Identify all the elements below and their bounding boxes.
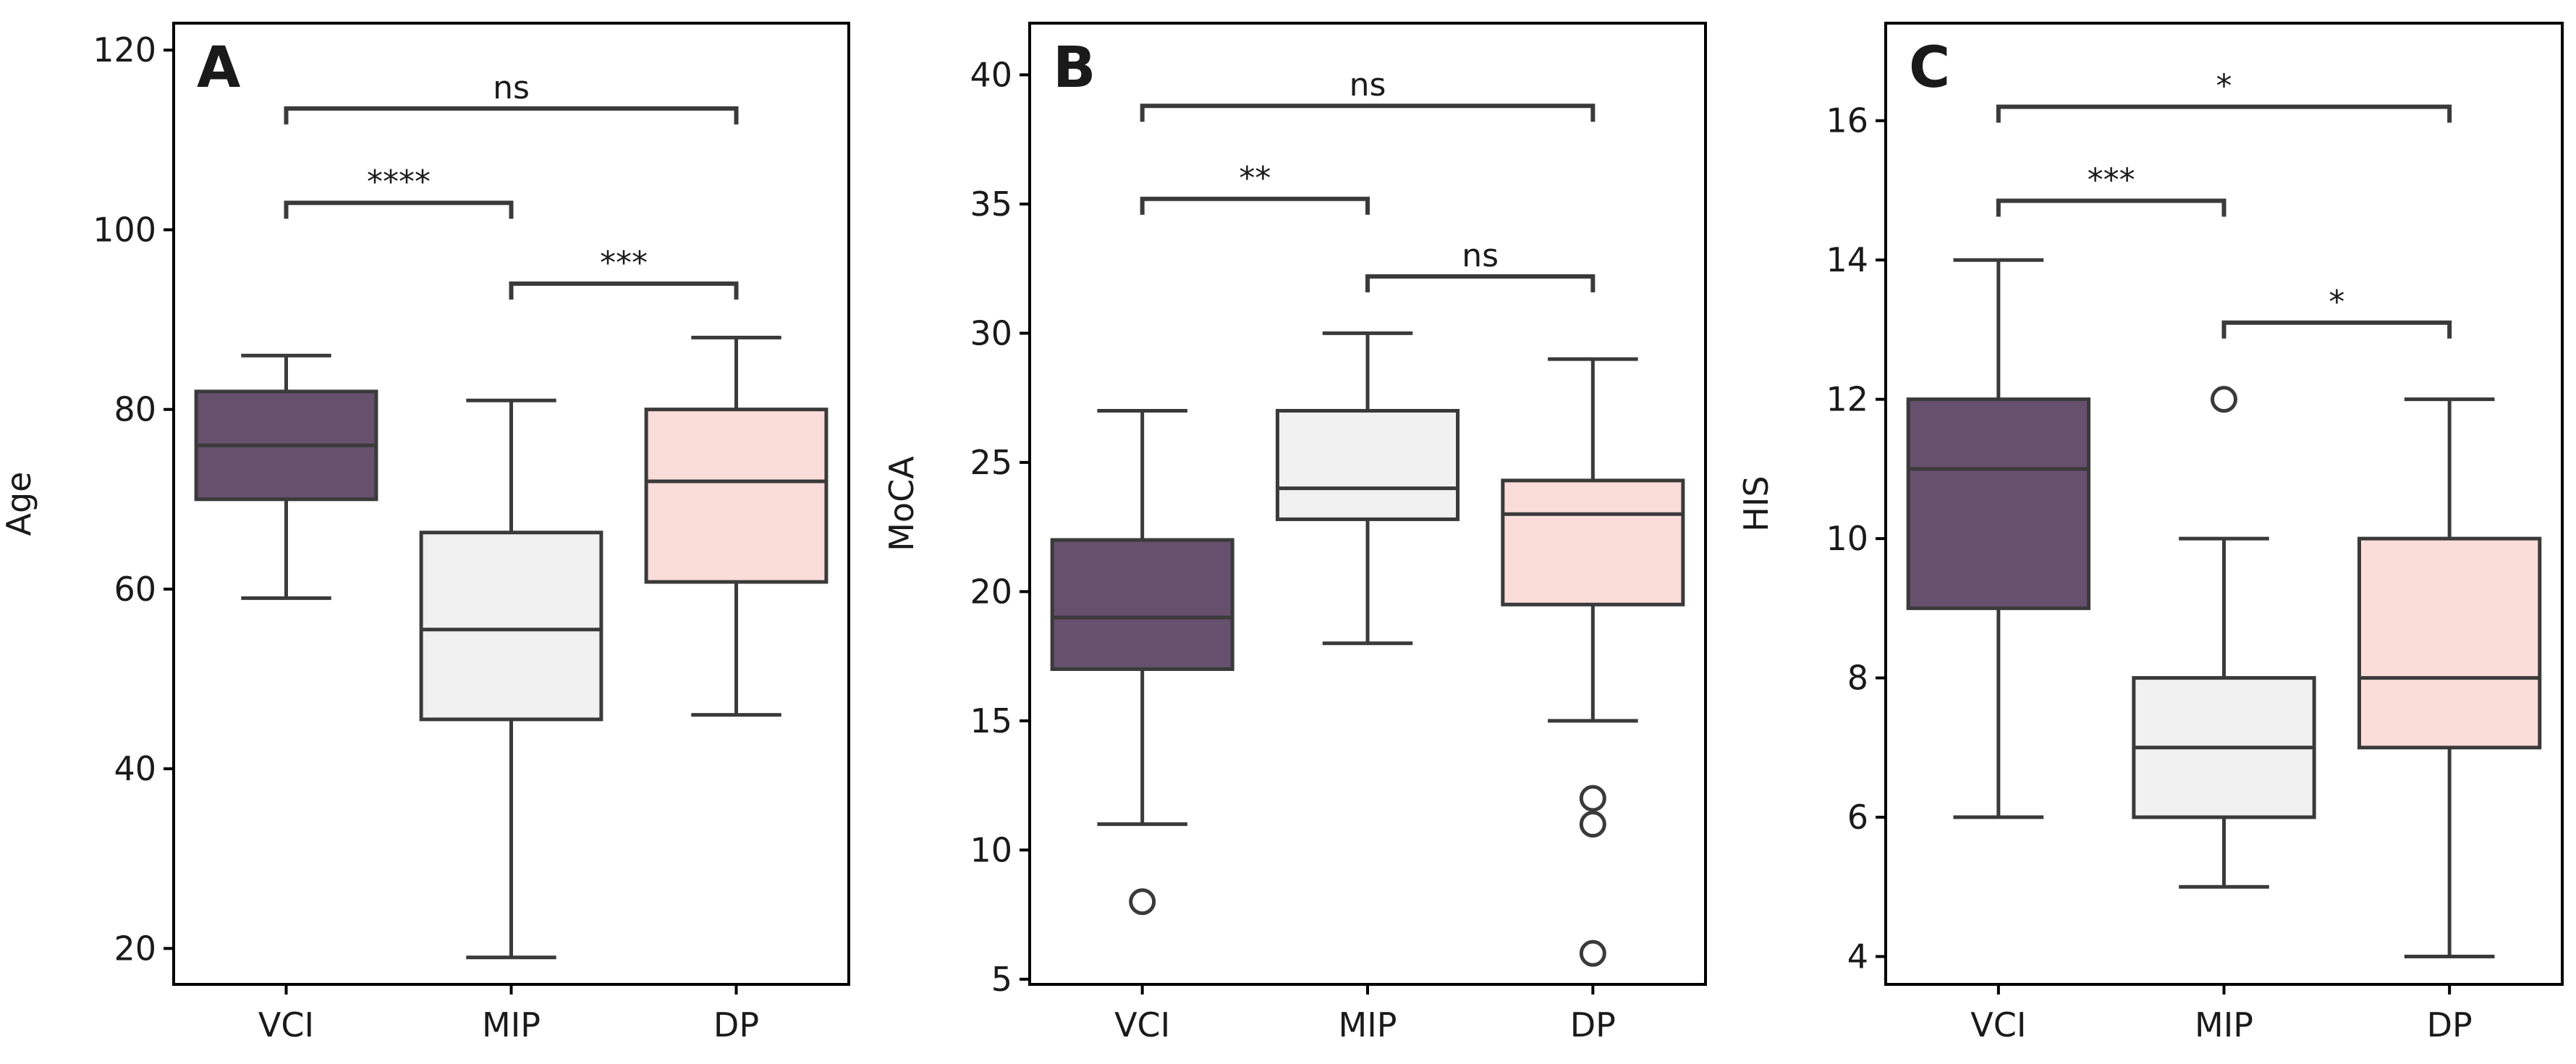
y-tick-label: 10	[1826, 519, 1868, 558]
bracket-line	[284, 106, 739, 124]
significance-bracket: *	[1996, 67, 2452, 123]
panel-letter: B	[1053, 35, 1096, 101]
iqr-box	[1501, 478, 1685, 607]
bracket-line	[1365, 274, 1596, 292]
significance-label: ns	[493, 69, 530, 106]
x-tick-label-vci: VCI	[1114, 1005, 1170, 1044]
outlier-point	[1579, 811, 1606, 838]
y-tick-label: 16	[1826, 101, 1868, 140]
significance-bracket: ****	[284, 164, 514, 219]
significance-bracket: ns	[284, 69, 739, 124]
box-vci	[1050, 408, 1234, 916]
outlier-point	[1579, 785, 1606, 812]
bracket-line	[2221, 320, 2452, 339]
iqr-box	[1906, 397, 2091, 610]
box-vci	[194, 353, 378, 600]
bracket-line	[1140, 196, 1370, 215]
y-tick-label: 14	[1826, 240, 1868, 279]
box-dp	[644, 335, 829, 717]
bracket-line	[1996, 104, 2452, 123]
significance-bracket: ***	[1996, 161, 2227, 217]
y-tick-label: 6	[1847, 798, 1868, 837]
bracket-line	[1140, 104, 1596, 122]
box-mip	[419, 398, 603, 960]
y-axis-label: HIS	[1737, 476, 1776, 531]
y-tick-label: 30	[970, 313, 1012, 352]
box-mip	[1275, 331, 1460, 646]
x-tick-label-mip: MIP	[1339, 1005, 1397, 1044]
x-tick-label-dp: DP	[2427, 1005, 2473, 1044]
y-tick-label: 8	[1847, 659, 1868, 698]
iqr-box	[1050, 538, 1234, 671]
box-mip	[2132, 386, 2316, 889]
y-tick-label: 40	[114, 749, 156, 788]
bracket-line	[284, 200, 514, 219]
significance-label: **	[1239, 160, 1271, 197]
y-tick-label: 60	[114, 570, 156, 609]
x-tick-label-mip: MIP	[2195, 1005, 2253, 1044]
y-axis-label: MoCA	[882, 456, 921, 552]
box-dp	[2357, 397, 2542, 959]
y-tick-label: 100	[93, 210, 156, 249]
outlier-point	[1129, 888, 1156, 916]
iqr-box	[419, 531, 603, 722]
significance-bracket: ns	[1140, 67, 1596, 122]
significance-label: ns	[1350, 67, 1386, 104]
y-tick-label: 40	[970, 55, 1012, 94]
x-tick-label-dp: DP	[1570, 1005, 1616, 1044]
significance-label: ****	[367, 164, 431, 200]
y-tick-label: 4	[1847, 937, 1868, 976]
x-tick-label-dp: DP	[713, 1005, 759, 1044]
significance-bracket: ***	[509, 245, 739, 300]
outlier-point	[1579, 940, 1606, 967]
x-tick-label-vci: VCI	[1970, 1005, 2026, 1044]
outlier-point	[2211, 386, 2237, 413]
x-tick-label-vci: VCI	[258, 1005, 314, 1044]
significance-bracket: ns	[1365, 237, 1596, 292]
significance-label: *	[2216, 67, 2232, 104]
y-tick-label: 25	[970, 443, 1012, 482]
y-tick-label: 5	[991, 960, 1012, 999]
y-axis-label: Age	[0, 472, 38, 536]
bracket-line	[509, 281, 739, 300]
box-dp	[1501, 357, 1685, 967]
significance-bracket: *	[2221, 284, 2452, 339]
panel-b: 5 10 15 20 25 30 35 40 VCI MIP DP MoCA B ** ns ns	[882, 22, 1707, 1044]
significance-label: *	[2329, 284, 2344, 321]
y-tick-label: 10	[970, 830, 1012, 869]
significance-label: ***	[2088, 161, 2135, 198]
iqr-box	[644, 408, 829, 584]
y-tick-label: 120	[93, 30, 156, 69]
panel-letter: C	[1909, 35, 1950, 101]
significance-label: ns	[1462, 237, 1499, 274]
bracket-line	[1996, 198, 2227, 217]
significance-label: ***	[600, 245, 648, 282]
panel-letter: A	[197, 35, 240, 101]
x-tick-label-mip: MIP	[482, 1005, 541, 1044]
iqr-box	[2357, 536, 2542, 750]
y-tick-label: 20	[114, 929, 156, 968]
y-tick-label: 20	[970, 572, 1012, 611]
y-tick-label: 35	[970, 185, 1012, 224]
y-tick-label: 15	[970, 701, 1012, 740]
box-vci	[1906, 258, 2091, 819]
iqr-box	[1275, 408, 1460, 521]
y-tick-label: 80	[114, 390, 156, 429]
significance-bracket: **	[1140, 160, 1370, 215]
y-tick-label: 12	[1826, 380, 1868, 419]
